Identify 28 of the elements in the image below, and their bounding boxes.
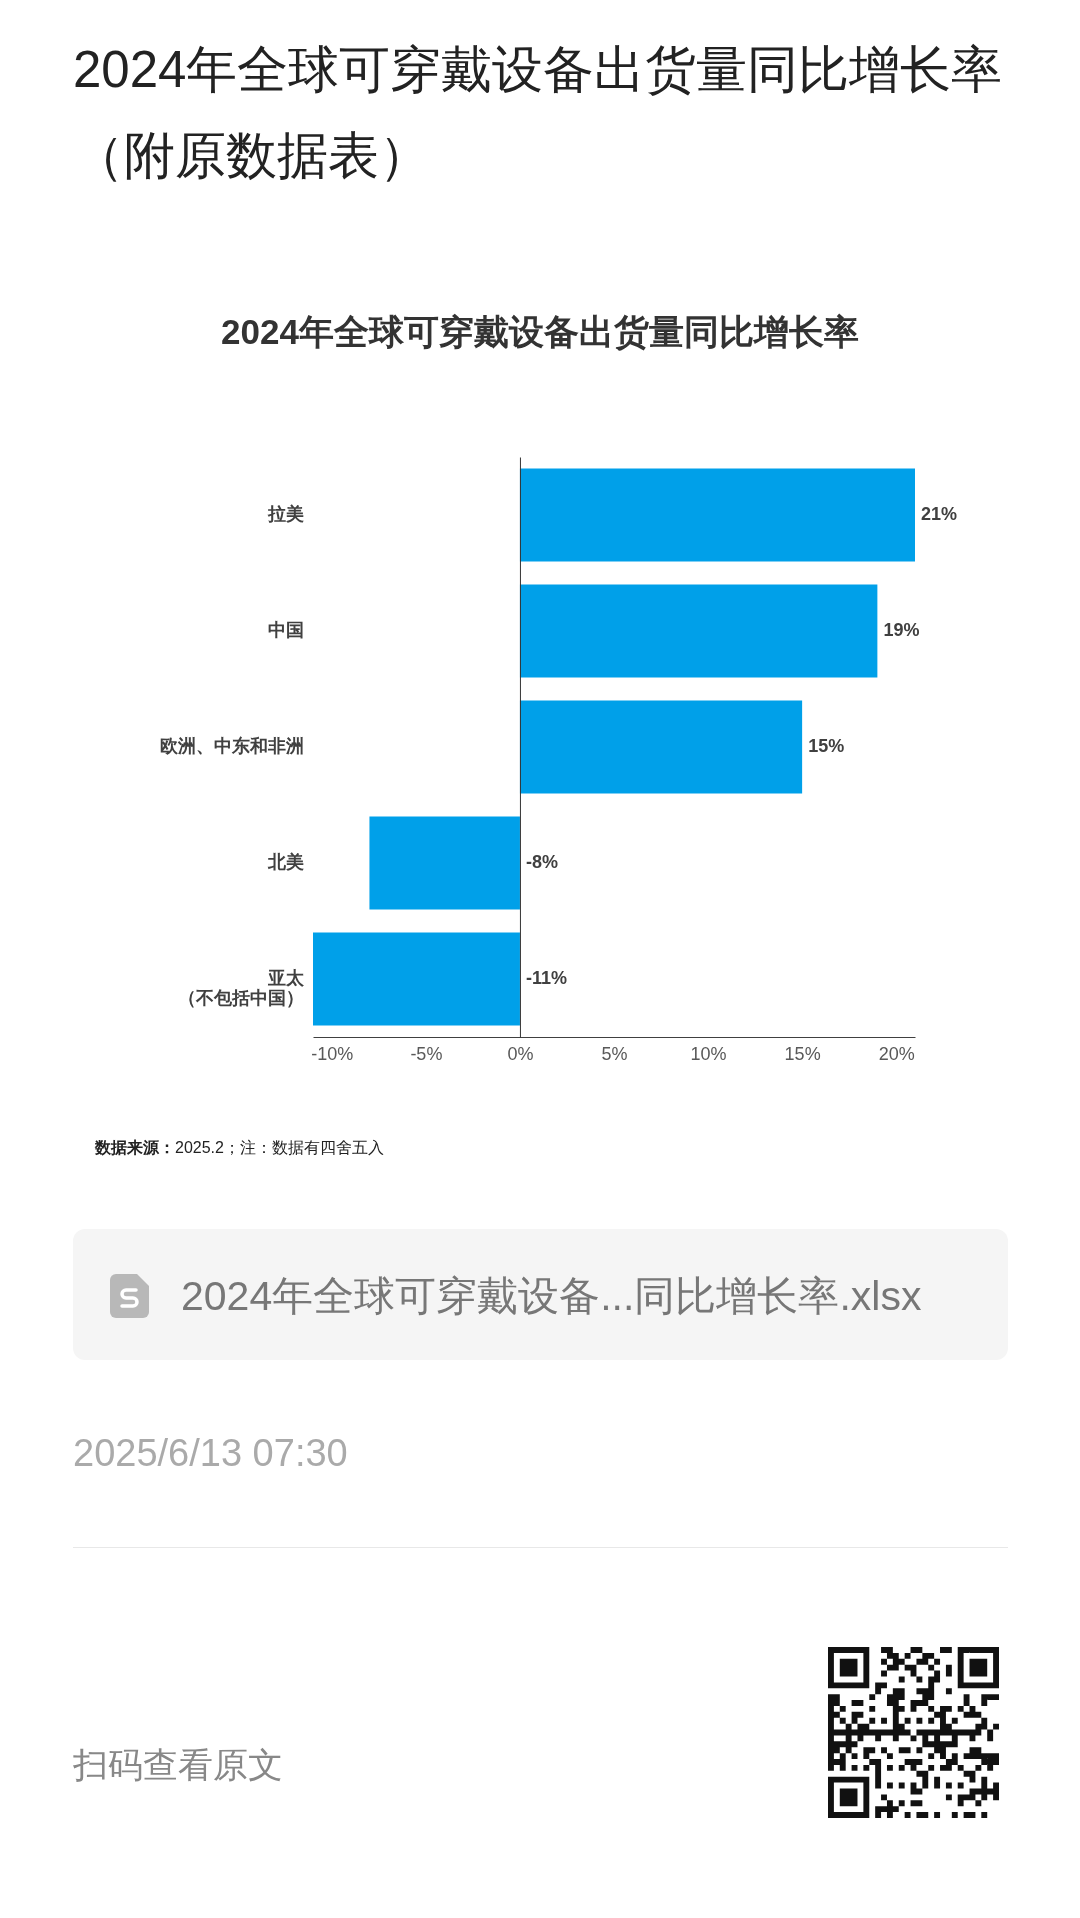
x-tick-label: 5% xyxy=(601,1043,628,1064)
x-tick-label: -5% xyxy=(410,1043,443,1064)
x-tick-label: 0% xyxy=(507,1043,534,1064)
y-tick-label: 中国 xyxy=(267,620,304,640)
y-tick-label: 欧洲、中东和非洲 xyxy=(159,736,304,756)
bar xyxy=(519,700,803,794)
y-tick-label: 拉美 xyxy=(266,504,304,524)
data-label: -8% xyxy=(525,852,558,872)
data-label: 19% xyxy=(883,620,920,640)
data-label: 15% xyxy=(808,736,845,756)
x-tick-label: 15% xyxy=(784,1043,821,1064)
text: 2025/6/13 07:30 xyxy=(73,1431,348,1475)
source-note: 数据来源：2025.2；注：数据有四舍五入 xyxy=(95,1138,384,1158)
data-label: -11% xyxy=(525,968,567,988)
text: 2024年全球可穿戴设备出货量同比增长率（附原数据表） xyxy=(73,40,1004,186)
bar xyxy=(313,932,520,1026)
x-tick-label: 20% xyxy=(878,1043,915,1064)
text: 2024年全球可穿戴设备...同比增长率.xlsx xyxy=(181,1273,922,1319)
x-tick-label: 10% xyxy=(690,1043,727,1064)
y-tick-label: 亚太（不包括中国） xyxy=(177,968,305,1008)
bar xyxy=(519,468,915,562)
chart-title: 2024年全球可穿戴设备出货量同比增长率 xyxy=(221,312,859,351)
x-tick-label: -10% xyxy=(311,1043,354,1064)
bar xyxy=(519,584,878,678)
bar xyxy=(369,816,520,910)
y-tick-label: 北美 xyxy=(266,852,304,872)
text: 扫码查看原文 xyxy=(73,1744,283,1786)
data-label: 21% xyxy=(921,504,958,524)
